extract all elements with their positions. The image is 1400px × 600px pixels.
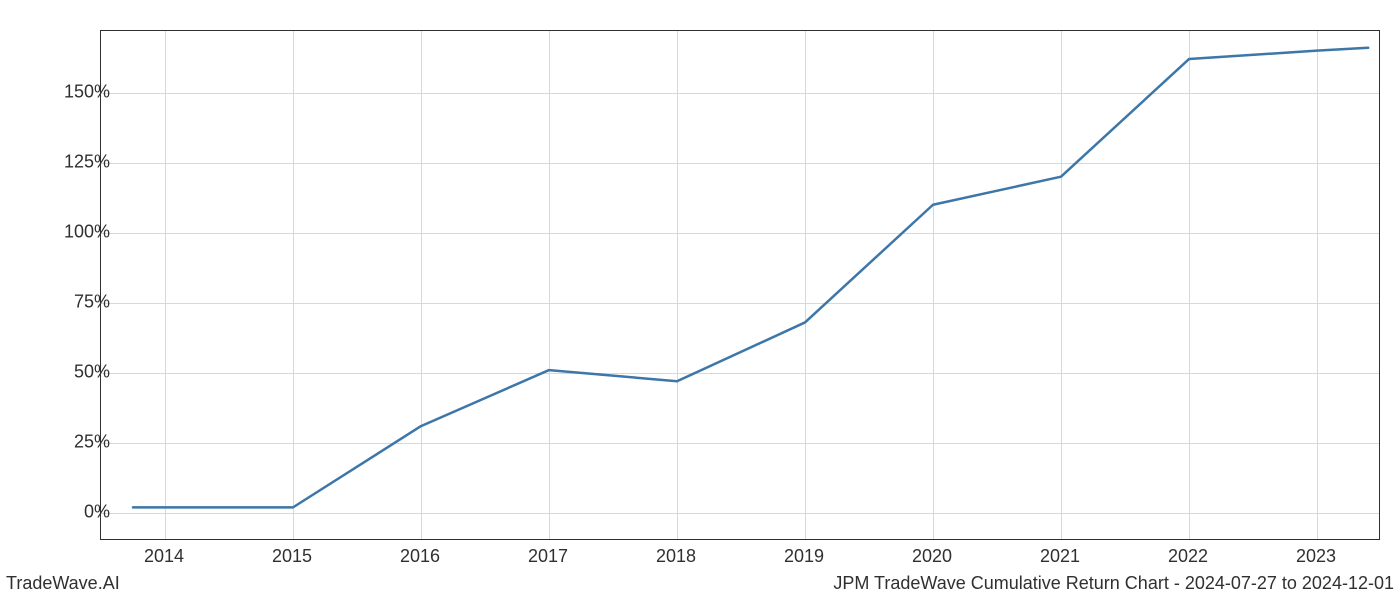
chart-container <box>100 30 1380 540</box>
x-tick-label: 2019 <box>784 546 824 567</box>
x-tick-label: 2016 <box>400 546 440 567</box>
x-tick-label: 2018 <box>656 546 696 567</box>
y-tick-label: 100% <box>64 221 110 242</box>
y-tick-label: 150% <box>64 81 110 102</box>
y-tick-label: 125% <box>64 151 110 172</box>
y-tick-label: 75% <box>74 291 110 312</box>
plot-area <box>100 30 1380 540</box>
y-tick-label: 50% <box>74 361 110 382</box>
x-tick-label: 2021 <box>1040 546 1080 567</box>
x-tick-label: 2015 <box>272 546 312 567</box>
line-chart-svg <box>101 31 1379 539</box>
x-tick-label: 2017 <box>528 546 568 567</box>
footer-brand: TradeWave.AI <box>6 573 120 594</box>
footer-caption: JPM TradeWave Cumulative Return Chart - … <box>833 573 1394 594</box>
x-tick-label: 2022 <box>1168 546 1208 567</box>
x-tick-label: 2020 <box>912 546 952 567</box>
x-tick-label: 2014 <box>144 546 184 567</box>
y-tick-label: 0% <box>84 501 110 522</box>
x-tick-label: 2023 <box>1296 546 1336 567</box>
y-tick-label: 25% <box>74 431 110 452</box>
